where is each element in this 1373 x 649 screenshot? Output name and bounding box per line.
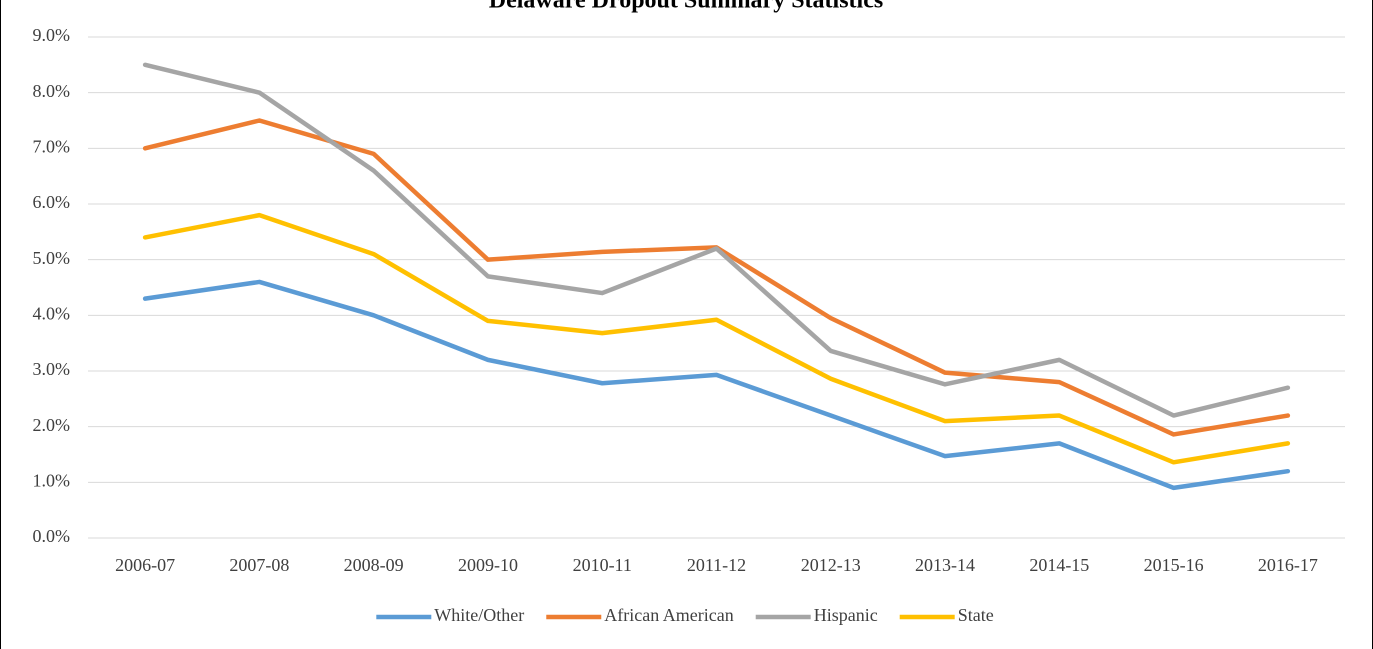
legend-label: White/Other [434,605,524,625]
x-tick-label: 2007-08 [229,555,289,575]
x-tick-label: 2016-17 [1258,555,1318,575]
y-tick-label: 4.0% [33,303,71,323]
x-tick-label: 2008-09 [344,555,404,575]
x-tick-label: 2010-11 [573,555,632,575]
legend-label: Hispanic [814,605,878,625]
x-tick-label: 2012-13 [801,555,861,575]
series-line [142,62,1291,418]
x-tick-label: 2015-16 [1144,555,1204,575]
x-tick-label: 2014-15 [1029,555,1089,575]
x-tick-label: 2006-07 [115,555,175,575]
legend-label: African American [604,605,733,625]
y-tick-label: 1.0% [33,470,71,490]
y-tick-label: 2.0% [33,415,71,435]
y-tick-label: 0.0% [33,526,71,546]
legend-label: State [958,605,994,625]
y-tick-label: 8.0% [33,81,71,101]
x-tick-label: 2011-12 [687,555,746,575]
x-tick-label: 2009-10 [458,555,518,575]
y-tick-label: 3.0% [33,359,71,379]
y-tick-label: 5.0% [33,248,71,268]
y-tick-label: 9.0% [33,25,71,45]
chart-title: Delaware Dropout Summary Statistics [489,0,883,14]
series-line [142,212,1291,465]
series-line [142,279,1291,491]
y-tick-label: 7.0% [33,136,71,156]
x-tick-label: 2013-14 [915,555,975,575]
y-tick-label: 6.0% [33,192,71,212]
